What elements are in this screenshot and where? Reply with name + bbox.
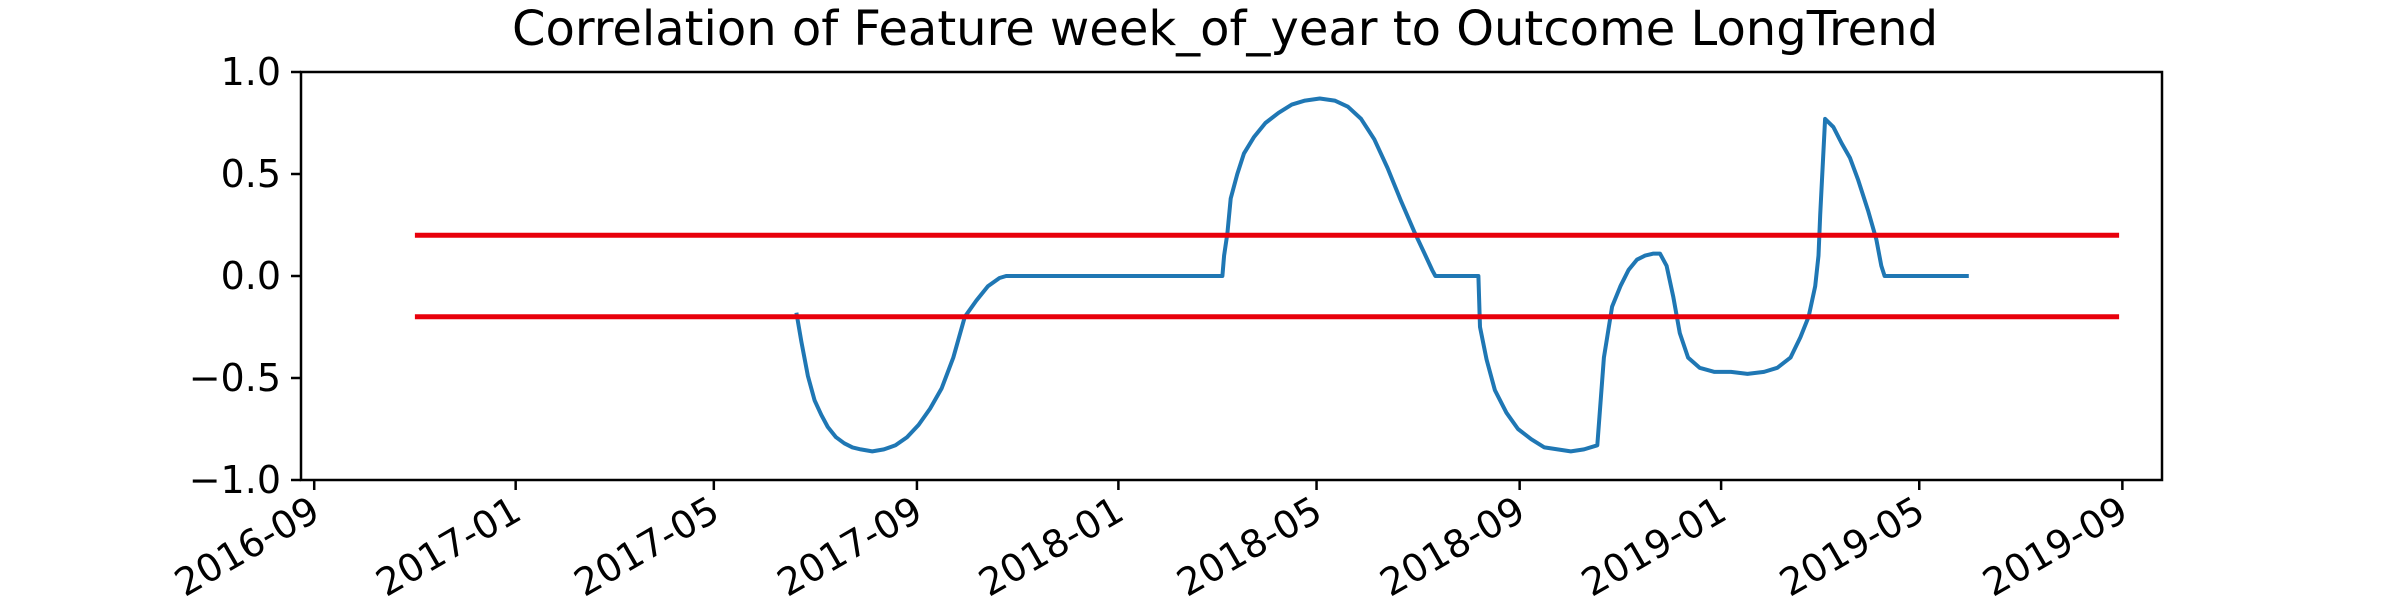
y-tick-label: −0.5 (189, 356, 281, 400)
x-tick-label: 2017-09 (770, 488, 930, 600)
x-tick-label: 2016-09 (167, 488, 327, 600)
x-tick-label: 2018-01 (971, 488, 1131, 600)
x-tick-label: 2019-05 (1772, 488, 1932, 600)
x-tick-label: 2017-05 (567, 488, 727, 600)
y-tick-label: 1.0 (221, 50, 281, 94)
y-tick-label: 0.5 (221, 152, 281, 196)
x-tick-label: 2019-09 (1975, 488, 2135, 600)
x-tick-label: 2019-01 (1574, 488, 1734, 600)
x-tick-label: 2018-09 (1373, 488, 1533, 600)
y-tick-label: −1.0 (189, 458, 281, 502)
chart-title: Correlation of Feature week_of_year to O… (512, 1, 1938, 57)
x-tick-label: 2017-01 (369, 488, 529, 600)
x-tick-label: 2018-05 (1170, 488, 1330, 600)
series-line-correlation (794, 96, 1969, 454)
y-tick-label: 0.0 (221, 254, 281, 298)
